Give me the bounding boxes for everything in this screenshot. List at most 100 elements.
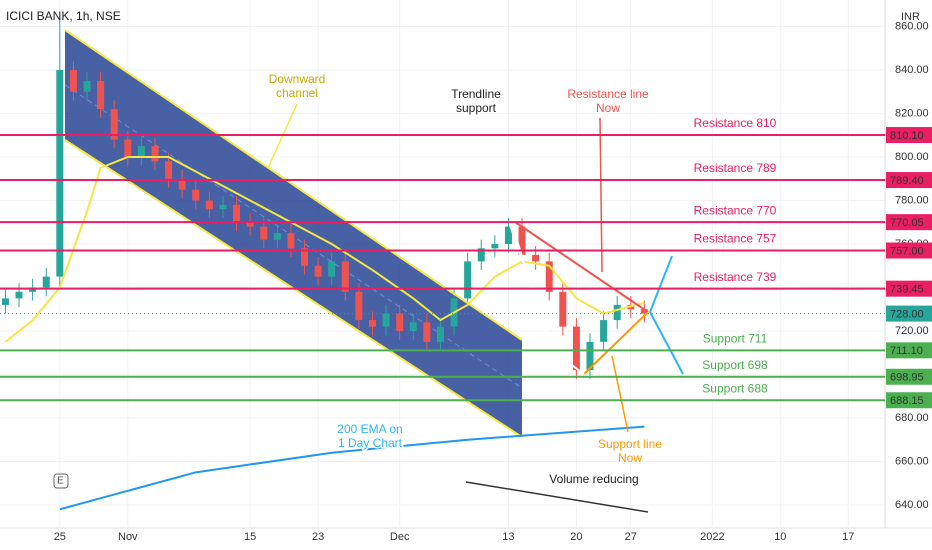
candle-body	[314, 265, 322, 277]
annotation: Trendline	[451, 87, 501, 101]
y-tick-label: 860.00	[895, 20, 929, 32]
candle-body	[83, 80, 91, 92]
x-tick-label: 25	[54, 531, 66, 543]
annotation: channel	[276, 86, 318, 100]
candle-body	[572, 326, 580, 371]
candle-body	[219, 204, 227, 210]
level-label: 770.05	[890, 217, 924, 229]
arrow-trendline	[477, 113, 553, 353]
last-price-label: 728.00	[890, 308, 924, 320]
annotation: Now	[618, 451, 642, 465]
y-tick-label: 780.00	[895, 194, 929, 206]
level-name: Resistance 757	[694, 232, 777, 246]
candle-body	[151, 146, 159, 162]
level-tag	[886, 172, 932, 189]
candle-body	[586, 341, 594, 371]
candle-body	[205, 200, 213, 210]
candle-body	[423, 322, 431, 342]
level-tag	[886, 342, 932, 359]
candle-body	[491, 243, 499, 249]
ema-line	[4, 156, 645, 343]
y-tick-label: 640.00	[895, 499, 929, 511]
x-tick-label: 13	[502, 531, 514, 543]
candle-body	[328, 261, 336, 277]
y-tick-label: 660.00	[895, 455, 929, 467]
symbol-title: ICICI BANK, 1h, NSE	[6, 9, 121, 23]
level-tag	[886, 242, 932, 259]
candle-body	[532, 254, 540, 262]
candle-body	[15, 291, 23, 299]
level-name: Resistance 739	[694, 270, 777, 284]
level-name: Support 711	[703, 332, 768, 346]
arrow-down	[649, 311, 684, 375]
y-tick-label: 720.00	[895, 325, 929, 337]
level-tag	[886, 214, 932, 231]
volume-trend	[465, 481, 649, 513]
ema200-line	[59, 425, 645, 511]
annotation: 1 Day Chart	[338, 436, 403, 450]
x-tick-label: 17	[842, 531, 854, 543]
candle-body	[246, 222, 254, 227]
level-label: 810.10	[890, 130, 924, 142]
annotation: Support line	[598, 437, 662, 451]
level-label: 757.00	[890, 245, 924, 257]
level-label: 711.10	[890, 345, 923, 357]
level-name: Resistance 810	[694, 116, 777, 130]
x-tick-label: 2022	[700, 531, 724, 543]
arrow-support	[611, 355, 629, 433]
arrow-resistance	[599, 117, 603, 273]
candle-body	[301, 248, 309, 266]
candle-body	[518, 226, 526, 255]
level-label: 688.15	[890, 395, 924, 407]
earnings-marker[interactable]	[53, 473, 69, 489]
candle-body	[97, 80, 105, 110]
candle-body	[640, 309, 648, 314]
candle-body	[559, 291, 567, 327]
candle-body	[368, 320, 376, 327]
y-tick-label: 820.00	[895, 107, 929, 119]
candle-body	[355, 291, 363, 321]
x-tick-label: 20	[570, 531, 582, 543]
candle-body	[287, 233, 295, 249]
level-name: Support 688	[702, 381, 768, 395]
y-tick-label: 840.00	[895, 64, 929, 76]
arrow-up	[649, 255, 673, 313]
annotation: Now	[596, 101, 620, 115]
candle-body	[273, 233, 281, 240]
annotation: Volume reducing	[549, 472, 638, 486]
level-label: 698.95	[890, 372, 924, 384]
x-tick-label: 23	[312, 531, 324, 543]
support-trendline	[583, 311, 649, 375]
candle-body	[382, 313, 390, 327]
level-label: 789.40	[890, 175, 924, 187]
earnings-icon: E	[57, 476, 64, 487]
candle-body	[600, 320, 608, 342]
trendline-support-2	[554, 352, 585, 375]
y-tick-label: 800.00	[895, 151, 929, 163]
candle-body	[613, 304, 621, 321]
candle-body	[56, 70, 64, 277]
x-tick-label: 10	[774, 531, 786, 543]
candle-body	[409, 322, 417, 331]
candle-body	[165, 161, 173, 179]
candle-body	[341, 261, 349, 292]
currency[interactable]: INR	[901, 11, 920, 23]
candle-body	[260, 226, 268, 240]
candle-body	[396, 313, 404, 331]
level-label: 739.45	[890, 284, 924, 296]
level-name: Resistance 789	[694, 161, 777, 175]
candle-body	[137, 146, 145, 158]
candle-body	[178, 178, 186, 190]
candle-body	[504, 226, 512, 244]
candle-body	[42, 276, 50, 288]
annotation: Downward	[269, 72, 326, 86]
x-tick-label: 15	[244, 531, 256, 543]
annotation: Resistance line	[567, 87, 649, 101]
candle-body	[464, 261, 472, 299]
y-tick-label: 680.00	[895, 412, 929, 424]
annotation: support	[456, 101, 497, 115]
level-name: Support 698	[702, 358, 768, 372]
candle-body	[192, 189, 200, 201]
last-price-tag	[886, 305, 932, 322]
